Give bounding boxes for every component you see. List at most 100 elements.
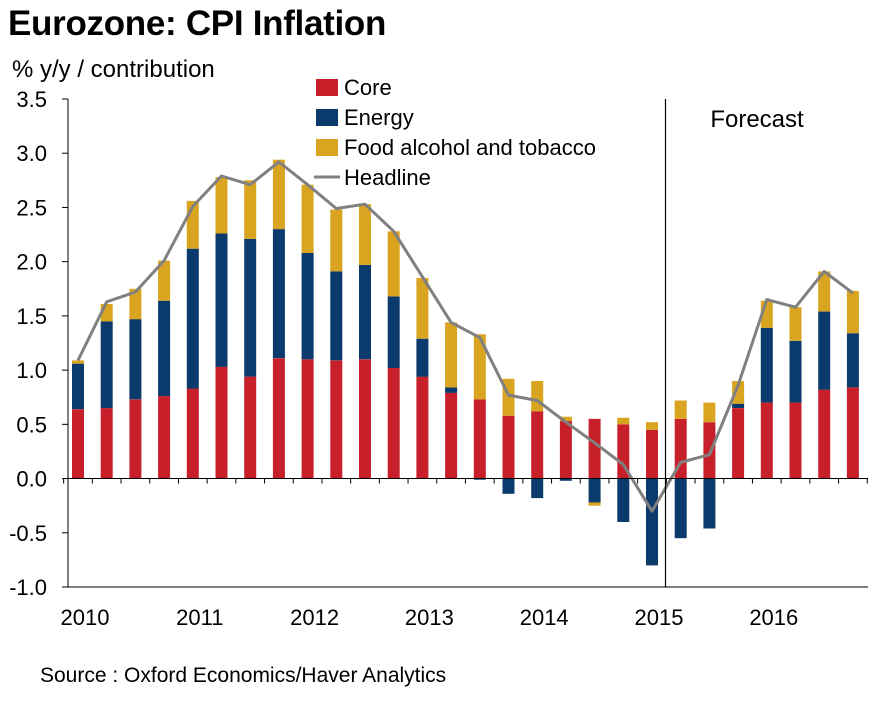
bar-core-2011Q1 — [186, 388, 199, 479]
bar-food-2011Q3 — [244, 180, 257, 239]
bar-core-2013Q3 — [473, 399, 486, 479]
bar-food-2014Q1 — [531, 381, 544, 412]
bar-food-2016Q2 — [789, 307, 802, 341]
legend-swatch-food — [316, 139, 338, 156]
bar-energy-2015Q2 — [674, 478, 687, 539]
bar-core-2013Q2 — [445, 392, 458, 479]
legend-label: Energy — [344, 105, 414, 130]
bar-energy-2013Q4 — [502, 478, 515, 494]
bar-energy-2016Q4 — [846, 333, 859, 388]
x-tick-label: 2012 — [290, 605, 339, 630]
x-tick-label: 2013 — [405, 605, 454, 630]
legend-label: Headline — [344, 165, 431, 190]
bar-energy-2016Q1 — [760, 327, 773, 403]
y-tick-label: 0.5 — [16, 412, 47, 437]
bar-energy-2015Q4 — [732, 403, 745, 408]
axes-layer: 3.5 3.0 2.5 2.0 1.5 1.0 0.5 0.0 -0.5 -1.0 2010 2011… — [9, 87, 868, 630]
y-tick-label: -1.0 — [9, 575, 47, 600]
x-tick-label: 2015 — [635, 605, 684, 630]
bar-food-2010Q4 — [158, 260, 171, 301]
bar-energy-2014Q3 — [588, 478, 601, 503]
bar-food-2014Q4 — [617, 417, 630, 425]
y-tick-label: 0.0 — [16, 467, 47, 492]
y-axis-unit-label: % y/y / contribution — [12, 56, 215, 83]
bar-energy-2012Q3 — [359, 264, 371, 360]
y-tick-label: 1.0 — [16, 358, 47, 383]
bar-food-2011Q2 — [215, 177, 228, 234]
bar-food-2015Q4 — [732, 381, 745, 404]
bar-core-2010Q4 — [158, 396, 171, 479]
bar-energy-2016Q3 — [818, 311, 831, 390]
bar-food-2012Q4 — [387, 231, 400, 297]
bar-energy-2016Q2 — [789, 340, 802, 403]
y-tick-label: 3.0 — [16, 141, 47, 166]
bar-core-2010Q3 — [129, 399, 142, 479]
bar-core-2010Q1 — [72, 409, 84, 479]
bar-core-2014Q4 — [617, 424, 630, 479]
bar-core-2012Q4 — [387, 367, 400, 479]
bar-energy-2015Q1 — [646, 478, 658, 566]
bar-energy-2013Q1 — [416, 338, 429, 377]
legend: Core Energy Food alcohol and tobacco Headli… — [314, 75, 596, 190]
bar-core-2015Q4 — [732, 408, 745, 479]
bar-energy-2010Q3 — [129, 319, 142, 400]
bar-core-2012Q1 — [301, 359, 314, 479]
bar-food-2015Q2 — [674, 400, 687, 419]
bar-layer — [72, 159, 859, 566]
bar-energy-2011Q2 — [215, 233, 228, 367]
bar-food-2012Q3 — [359, 204, 371, 265]
legend-swatch-core — [316, 79, 338, 96]
x-tick-label: 2016 — [749, 605, 798, 630]
bar-core-2013Q4 — [502, 415, 515, 479]
bar-energy-2010Q2 — [100, 321, 113, 409]
x-tick-label: 2011 — [176, 605, 223, 630]
y-tick-label: 1.5 — [16, 304, 47, 329]
bar-core-2011Q2 — [215, 366, 228, 479]
bar-energy-2014Q4 — [617, 478, 630, 522]
bar-energy-2011Q3 — [244, 238, 257, 377]
bar-energy-2014Q2 — [559, 478, 572, 481]
bar-energy-2010Q1 — [72, 363, 84, 410]
bar-food-2011Q4 — [272, 159, 285, 230]
bar-core-2012Q3 — [359, 359, 371, 479]
x-tick-label: 2014 — [520, 605, 569, 630]
bar-core-2015Q3 — [703, 422, 716, 479]
bar-energy-2010Q4 — [158, 300, 171, 397]
bar-core-2014Q2 — [559, 421, 572, 479]
bar-food-2014Q2 — [559, 416, 572, 421]
bar-core-2016Q4 — [846, 387, 859, 479]
bar-core-2013Q1 — [416, 376, 429, 479]
source-note: Source : Oxford Economics/Haver Analytic… — [40, 664, 447, 687]
chart-title: Eurozone: CPI Inflation — [8, 4, 387, 43]
headline-line — [76, 160, 854, 513]
bar-core-2012Q2 — [330, 360, 343, 479]
legend-label: Food alcohol and tobacco — [344, 135, 596, 160]
forecast-label: Forecast — [710, 106, 804, 133]
bar-core-2016Q1 — [760, 402, 773, 479]
bar-core-2016Q2 — [789, 402, 802, 479]
bar-core-2011Q4 — [272, 358, 285, 479]
bar-energy-2012Q1 — [301, 253, 314, 360]
y-tick-label: 2.5 — [16, 195, 47, 220]
bar-core-2015Q2 — [674, 418, 687, 479]
bar-core-2014Q3 — [588, 418, 601, 479]
bar-energy-2013Q3 — [473, 478, 486, 480]
y-tick-label: 2.0 — [16, 250, 47, 275]
bar-energy-2012Q2 — [330, 271, 343, 361]
bar-food-2013Q2 — [445, 322, 458, 388]
legend-swatch-energy — [316, 109, 338, 126]
bar-core-2015Q1 — [646, 429, 658, 479]
x-tick-label: 2010 — [61, 605, 110, 630]
bar-food-2010Q1 — [72, 360, 84, 364]
bar-food-2013Q3 — [473, 334, 486, 400]
bar-food-2016Q3 — [818, 271, 831, 312]
legend-label: Core — [344, 75, 392, 100]
bar-food-2013Q1 — [416, 277, 429, 339]
bar-energy-2012Q4 — [387, 296, 400, 368]
bar-core-2014Q1 — [531, 411, 544, 479]
bar-core-2016Q3 — [818, 389, 831, 479]
bar-food-2016Q4 — [846, 290, 859, 334]
headline-line-layer — [76, 160, 854, 513]
bar-food-2012Q1 — [301, 184, 314, 253]
